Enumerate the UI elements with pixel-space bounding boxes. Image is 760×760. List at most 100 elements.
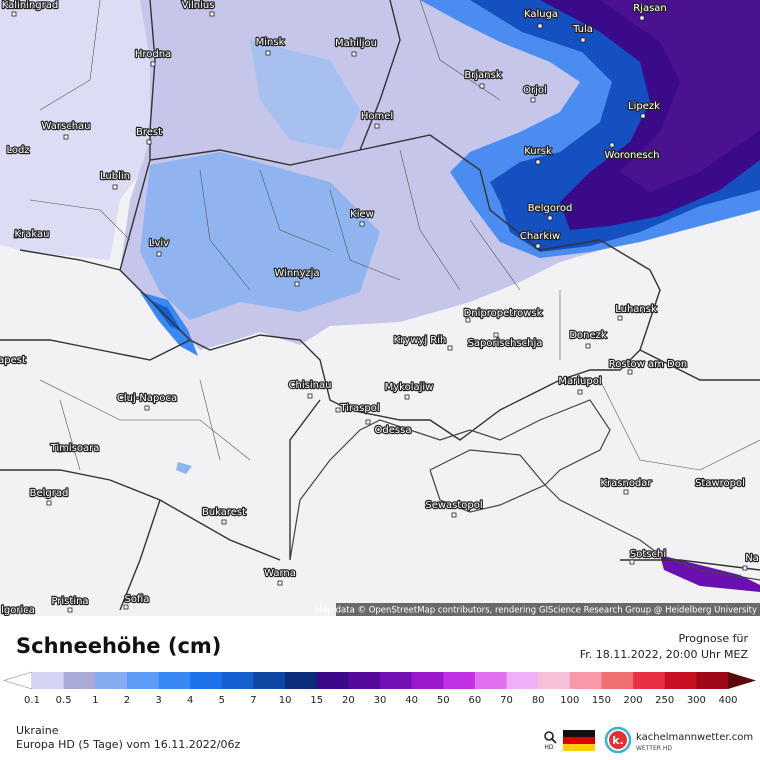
country-border bbox=[0, 0, 760, 611]
city-marker bbox=[221, 519, 227, 525]
legend-tick-label: 2 bbox=[124, 695, 130, 706]
legend-swatch bbox=[664, 672, 697, 689]
city-label: Orjol bbox=[523, 85, 547, 96]
city-label: Warschau bbox=[42, 121, 91, 132]
legend-swatch bbox=[253, 672, 286, 689]
legend-swatch bbox=[158, 672, 191, 689]
city-label: Kursk bbox=[524, 146, 552, 157]
city-label: Stawropol bbox=[695, 478, 745, 489]
region-border bbox=[29, 0, 760, 471]
city-label: Belgorod bbox=[528, 203, 573, 214]
city-marker bbox=[639, 15, 645, 21]
city-label: Krasnodar bbox=[600, 478, 652, 489]
city-label: Rjasan bbox=[633, 3, 667, 14]
legend-swatch bbox=[348, 672, 381, 689]
legend-tick-label: 40 bbox=[405, 695, 418, 706]
legend-tick-label: 100 bbox=[560, 695, 579, 706]
legend-swatch bbox=[380, 672, 413, 689]
legend-swatch bbox=[443, 672, 476, 689]
city-marker bbox=[146, 139, 152, 145]
legend-tick-label: 15 bbox=[310, 695, 323, 706]
city-marker bbox=[307, 393, 313, 399]
city-marker bbox=[629, 559, 635, 565]
legend-tick-label: 70 bbox=[500, 695, 513, 706]
site-name: kachelmannwetter.com bbox=[636, 732, 753, 743]
city-label: Lipezk bbox=[628, 101, 660, 112]
city-marker bbox=[617, 315, 623, 321]
flag bbox=[563, 730, 595, 751]
city-label: Lublin bbox=[100, 171, 130, 182]
city-marker bbox=[404, 394, 410, 400]
city-marker bbox=[57, 447, 63, 453]
legend-swatch bbox=[32, 672, 65, 689]
city-marker bbox=[351, 51, 357, 57]
snow-area bbox=[600, 0, 760, 192]
city-label: Odessa bbox=[375, 425, 412, 436]
city-marker bbox=[359, 221, 365, 227]
city-label: Dnipropetrowsk bbox=[464, 308, 543, 319]
legend-swatch bbox=[221, 672, 254, 689]
legend-tick-label: 0.5 bbox=[56, 695, 72, 706]
city-marker bbox=[547, 215, 553, 221]
legend-tick-label: 7 bbox=[250, 695, 256, 706]
city-label: Warna bbox=[264, 568, 296, 579]
city-label: Belgrad bbox=[30, 488, 69, 499]
map: Map data © OpenStreetMap contributors, r… bbox=[0, 0, 760, 617]
legend-tick-label: 50 bbox=[437, 695, 450, 706]
city-label: Chisinau bbox=[289, 380, 332, 391]
legend-tick-label: 1 bbox=[92, 695, 98, 706]
attribution-background bbox=[336, 603, 760, 616]
city-marker bbox=[451, 512, 457, 518]
legend-swatch bbox=[633, 672, 666, 689]
snow-area bbox=[176, 462, 192, 474]
legend-swatch bbox=[506, 672, 539, 689]
city-label: Na bbox=[745, 553, 759, 564]
legend-swatch bbox=[569, 672, 602, 689]
city-marker bbox=[265, 50, 271, 56]
city-marker bbox=[623, 489, 629, 495]
city-marker bbox=[144, 405, 150, 411]
legend-swatch bbox=[411, 672, 444, 689]
city-marker bbox=[1, 607, 7, 613]
legend-tick-label: 3 bbox=[155, 695, 161, 706]
city-marker bbox=[577, 389, 583, 395]
snow-area bbox=[140, 152, 380, 320]
color-legend: 0.1 0.5 1 2 3 4 5 7 10 15 20 30 40 50 60 70 80 100 150 200 2… bbox=[2, 671, 756, 706]
city-label: Donezk bbox=[569, 330, 607, 341]
city-marker bbox=[13, 233, 19, 239]
city-label: Mariupol bbox=[558, 376, 601, 387]
legend-tick-label: 20 bbox=[342, 695, 355, 706]
city-marker bbox=[493, 332, 499, 338]
snow-area bbox=[250, 40, 360, 150]
city-marker bbox=[294, 281, 300, 287]
legend-swatch bbox=[63, 672, 96, 689]
city-label: apest bbox=[0, 355, 26, 366]
city-label: Krakau bbox=[15, 229, 50, 240]
city-marker bbox=[7, 147, 13, 153]
city-label: Kaluga bbox=[524, 9, 558, 20]
city-label: Krywyj Rih bbox=[394, 335, 447, 346]
legend-swatch bbox=[601, 672, 634, 689]
city-marker bbox=[447, 345, 453, 351]
legend-tick-label: 4 bbox=[187, 695, 193, 706]
legend-tick-label: 400 bbox=[718, 695, 737, 706]
legend-tick-label: 150 bbox=[592, 695, 611, 706]
forecast-time: Fr. 18.11.2022, 20:00 Uhr MEZ bbox=[580, 648, 749, 661]
city-label: Timisoara bbox=[50, 443, 100, 454]
city-label: Brest bbox=[136, 127, 162, 138]
legend-swatch bbox=[316, 672, 349, 689]
legend-tick-label: 60 bbox=[469, 695, 482, 706]
city-marker bbox=[580, 37, 586, 43]
forecast-label: Prognose für bbox=[679, 632, 749, 645]
city-marker bbox=[156, 251, 162, 257]
legend-tick-label: 30 bbox=[374, 695, 387, 706]
legend-swatch bbox=[95, 672, 128, 689]
city-marker bbox=[63, 134, 69, 140]
city-marker bbox=[700, 481, 706, 487]
city-marker bbox=[742, 565, 748, 571]
city-label: lgorica bbox=[1, 605, 35, 616]
city-label: Hrodna bbox=[135, 49, 171, 60]
legend-swatch bbox=[190, 672, 223, 689]
city-marker bbox=[640, 113, 646, 119]
legend-over-arrow bbox=[728, 672, 756, 689]
